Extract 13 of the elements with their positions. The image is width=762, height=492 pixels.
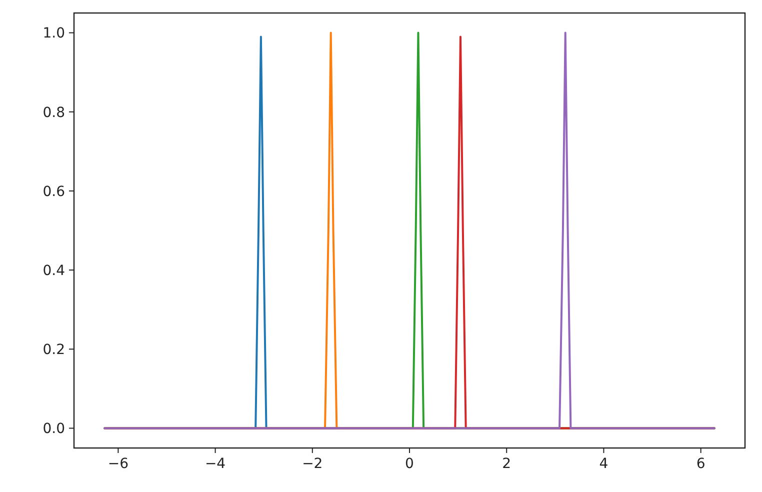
x-tick-label: 0	[405, 456, 414, 472]
x-tick-label: −4	[204, 456, 226, 472]
y-tick-label: 0.6	[42, 184, 66, 200]
y-tick-label: 0.4	[42, 262, 66, 279]
x-tick-label: −2	[302, 456, 323, 472]
x-tick-label: 4	[599, 456, 608, 472]
y-tick-label: 0.2	[42, 342, 65, 358]
y-tick-label: 1.0	[42, 26, 65, 42]
y-tick-label: 0.8	[42, 104, 65, 121]
x-tick-label: 6	[696, 456, 706, 472]
x-tick-label: 2	[502, 456, 512, 472]
x-tick-label: −6	[108, 456, 129, 472]
y-tick-label: 0.0	[42, 421, 65, 438]
